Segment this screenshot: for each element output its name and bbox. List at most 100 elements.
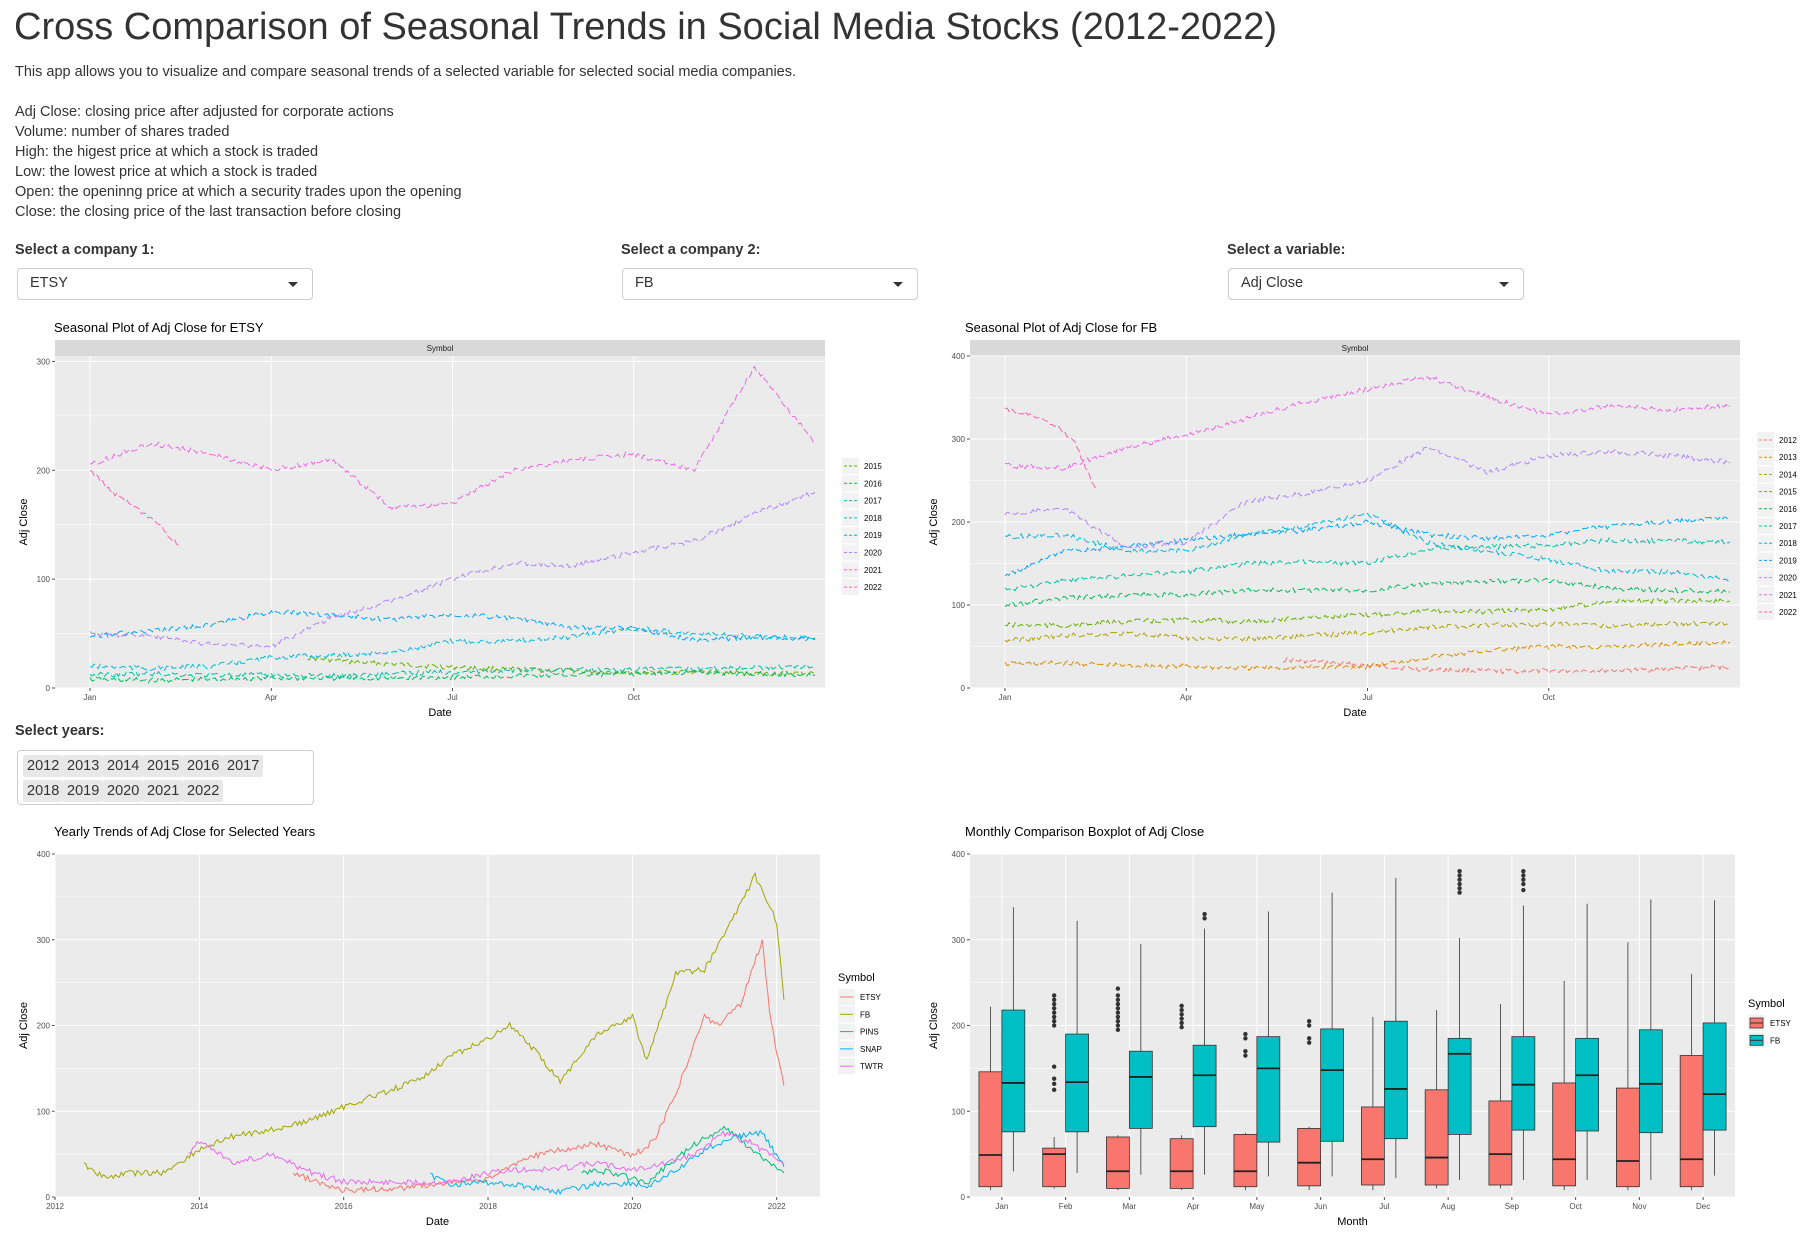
series-line-SNAP	[430, 1129, 785, 1195]
years-multiselect[interactable]: 2012 2013 2014 2015 2016 2017 2018 2019 …	[17, 750, 314, 805]
company2-value: FB	[635, 275, 654, 291]
series-line-2017	[1004, 536, 1731, 592]
box-outlier	[1051, 1087, 1057, 1093]
series-line-PINS	[581, 1125, 785, 1185]
legend-label: 2022	[1779, 608, 1797, 617]
year-chip[interactable]: 2015	[143, 755, 184, 777]
seasonal-plot-etsy: Seasonal Plot of Adj Close for ETSY Symbo…	[18, 320, 882, 719]
y-tick-label: 400	[37, 850, 51, 859]
box-FB	[1702, 1022, 1727, 1131]
x-tick-label: May	[1249, 1202, 1264, 1211]
y-tick-label: 400	[952, 850, 966, 859]
legend-label: SNAP	[860, 1045, 882, 1054]
legend-label: ETSY	[1770, 1019, 1792, 1028]
series-line-2016	[1004, 577, 1731, 608]
x-tick-label: 2018	[479, 1202, 497, 1211]
year-chip[interactable]: 2016	[183, 755, 224, 777]
year-chip[interactable]: 2013	[63, 755, 104, 777]
seasonal-plot-fb: Seasonal Plot of Adj Close for FB Symbol D…	[928, 320, 1797, 719]
company1-value: ETSY	[30, 275, 68, 291]
company2-select[interactable]: FB	[622, 268, 918, 300]
series-line-2015	[1004, 597, 1731, 629]
legend-label: PINS	[860, 1028, 879, 1037]
box-outlier	[1051, 997, 1057, 1002]
box-outlier	[1115, 1006, 1121, 1011]
year-chip[interactable]: 2018	[23, 780, 64, 802]
box-outlier	[1051, 1010, 1057, 1015]
definition-low: Low: the lowest price at which a stock i…	[15, 164, 318, 180]
box-outlier	[1051, 993, 1057, 998]
year-chip[interactable]: 2021	[143, 780, 184, 802]
box-outlier	[1051, 1006, 1057, 1011]
box-outlier	[1179, 1007, 1184, 1013]
legend-label: 2015	[864, 462, 882, 471]
series-line-2019	[89, 609, 816, 643]
series-line-2021	[1004, 375, 1731, 471]
x-tick-label: Jul	[1362, 693, 1372, 702]
x-axis-label: Month	[1337, 1216, 1368, 1227]
box-outlier	[1521, 877, 1526, 882]
chevron-down-icon	[893, 282, 903, 287]
definition-high: High: the higest price at which a stock …	[15, 144, 319, 160]
box-FB	[1001, 1009, 1026, 1133]
box-outlier	[1051, 1076, 1057, 1081]
year-chip[interactable]: 2017	[223, 755, 264, 777]
box-FB	[1447, 1037, 1472, 1135]
box-outlier	[1115, 1027, 1121, 1032]
legend-label: TWTR	[860, 1062, 883, 1071]
year-chip[interactable]: 2022	[183, 780, 224, 802]
x-tick-label: Nov	[1632, 1202, 1646, 1211]
variable-select[interactable]: Adj Close	[1228, 268, 1524, 300]
x-tick-label: Jul	[1379, 1202, 1389, 1211]
x-tick-label: Apr	[1187, 1202, 1200, 1211]
series-line-2017	[89, 663, 816, 680]
facet-strip	[970, 340, 1740, 356]
legend-label: 2016	[1779, 505, 1797, 514]
variable-value: Adj Close	[1241, 275, 1304, 291]
y-tick-label: 200	[37, 1022, 51, 1031]
box-outlier	[1051, 1001, 1057, 1007]
box-ETSY	[1106, 1136, 1130, 1189]
series-line-2012	[1282, 657, 1731, 675]
x-tick-label: Apr	[1180, 693, 1193, 702]
company1-label: Select a company 1:	[15, 242, 155, 258]
box-FB	[1575, 1037, 1599, 1132]
box-FB	[1638, 1029, 1663, 1134]
y-tick-label: 300	[952, 936, 966, 945]
legend-label: 2022	[864, 583, 882, 592]
year-chip[interactable]: 2012	[23, 755, 64, 777]
box-outlier	[1115, 1023, 1121, 1028]
x-axis-label: Date	[428, 707, 451, 719]
year-chip[interactable]: 2020	[103, 780, 144, 802]
legend-label: 2020	[864, 549, 882, 558]
box-outlier	[1179, 1012, 1184, 1017]
definition-volume: Volume: number of shares traded	[15, 124, 230, 140]
legend-label: 2013	[1779, 453, 1797, 462]
legend-label: 2021	[1779, 591, 1797, 600]
legend-label: FB	[860, 1010, 870, 1019]
year-chip[interactable]: 2019	[63, 780, 104, 802]
box-outlier	[1115, 997, 1121, 1002]
legend-label: 2018	[1779, 539, 1797, 548]
facet-strip-label: Symbol	[1342, 344, 1369, 353]
legend-label: 2019	[1779, 556, 1797, 565]
x-axis-label: Date	[426, 1216, 449, 1227]
company1-select[interactable]: ETSY	[17, 268, 313, 300]
y-tick-label: 0	[961, 1193, 966, 1202]
box-outlier	[1051, 1081, 1057, 1087]
series-line-ETSY	[292, 939, 785, 1194]
x-tick-label: 2016	[335, 1202, 353, 1211]
chart-title: Monthly Comparison Boxplot of Adj Close	[965, 824, 1204, 839]
x-tick-label: Mar	[1122, 1202, 1136, 1211]
year-chip[interactable]: 2014	[103, 755, 144, 777]
series-line-2013	[1004, 639, 1731, 672]
x-tick-label: Jun	[1314, 1202, 1327, 1211]
variable-label: Select a variable:	[1227, 242, 1346, 258]
box-outlier	[1051, 1064, 1057, 1069]
box-outlier	[1179, 1025, 1184, 1030]
box-outlier	[1115, 993, 1121, 998]
series-line-2021	[89, 365, 816, 510]
box-ETSY	[1616, 1087, 1640, 1188]
box-ETSY	[1361, 1106, 1385, 1186]
box-FB	[1128, 1050, 1153, 1129]
